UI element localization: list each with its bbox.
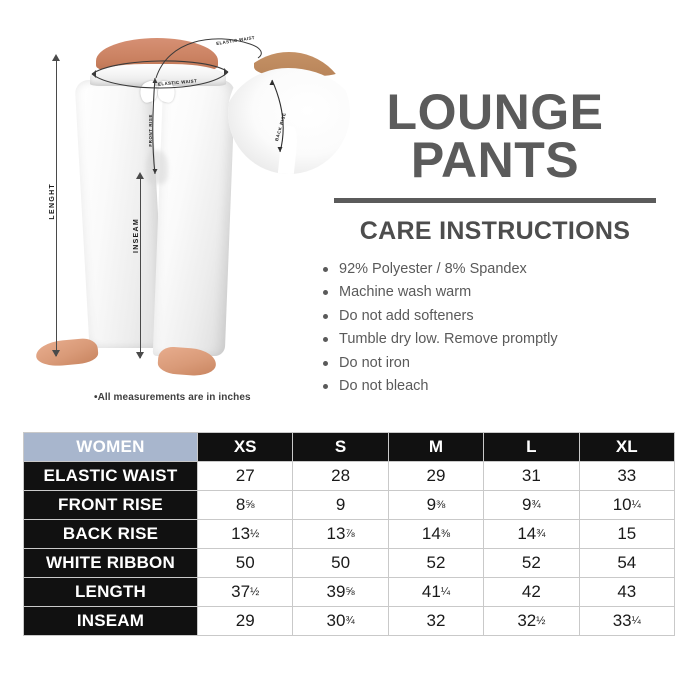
table-row: INSEAM 29 30¾ 32 32½ 33¼ [23, 606, 676, 636]
table-row: ELASTIC WAIST 27 28 29 31 33 [23, 461, 676, 491]
cell-value: 32½ [483, 606, 580, 636]
length-arrow-bottom [52, 350, 60, 357]
cell-value: 8⅝ [196, 490, 294, 520]
product-measurement-illustration: BACK RISE ELASTIC WAIST ELASTIC WAIST FR… [18, 18, 350, 403]
measurements-footnote: •All measurements are in inches [94, 392, 251, 403]
fraction-glyph: ⅜ [440, 528, 451, 540]
cell-value: 39⅝ [292, 577, 389, 607]
row-label-front-rise: FRONT RISE [23, 490, 198, 520]
cell-value: 9⅜ [387, 490, 485, 520]
table-header-size-xl: XL [578, 432, 676, 462]
cell-value: 54 [578, 548, 676, 578]
list-item: Machine wash warm [323, 281, 685, 304]
inseam-arrow-bottom [136, 352, 144, 359]
cell-value: 29 [196, 606, 294, 636]
cell-value: 32 [387, 606, 485, 636]
cell-value: 33 [578, 461, 676, 491]
cell-value: 33¼ [578, 606, 676, 636]
inseam-label: INSEAM [133, 218, 140, 254]
cell-value: 42 [483, 577, 580, 607]
product-info-column: LOUNGE PANTS CARE INSTRUCTIONS 92% Polye… [305, 84, 685, 399]
fraction-glyph: ¾ [345, 615, 355, 627]
fraction-glyph: ⅝ [345, 586, 355, 598]
cell-value: 29 [387, 461, 485, 491]
row-label-elastic-waist: ELASTIC WAIST [23, 461, 198, 491]
list-item: Tumble dry low. Remove promptly [323, 328, 685, 351]
cell-value: 37½ [196, 577, 294, 607]
table-row: LENGTH 37½ 39⅝ 41¼ 42 43 [23, 577, 676, 607]
cell-value: 50 [292, 548, 389, 578]
inseam-arrow-top [136, 172, 144, 179]
title-divider [334, 198, 656, 203]
table-header-size-xs: XS [196, 432, 294, 462]
fraction-glyph: ½ [250, 528, 260, 540]
cell-value: 31 [483, 461, 580, 491]
cell-value: 43 [578, 577, 676, 607]
cell-value: 28 [292, 461, 389, 491]
cell-value: 52 [387, 548, 485, 578]
table-header-row: WOMEN XS S M L XL [23, 432, 676, 462]
fraction-glyph: ½ [250, 586, 260, 598]
cell-value: 14⅜ [387, 519, 485, 549]
length-label: LENGHT [49, 183, 56, 220]
table-row: WHITE RIBBON 50 50 52 52 54 [23, 548, 676, 578]
list-item: Do not bleach [323, 375, 685, 398]
model-left-foot [35, 337, 99, 368]
table-header-size-m: M [387, 432, 485, 462]
page-title: LOUNGE PANTS [305, 84, 685, 188]
cell-value: 9 [292, 490, 389, 520]
top-section: BACK RISE ELASTIC WAIST ELASTIC WAIST FR… [0, 0, 700, 420]
cell-value: 13⅞ [292, 519, 389, 549]
fraction-glyph: ¼ [631, 615, 641, 627]
elastic-waist-top-label: ELASTIC WAIST [215, 34, 256, 47]
fraction-glyph: ¼ [631, 499, 641, 511]
back-rise-measure-line [269, 79, 284, 153]
row-label-length: LENGTH [23, 577, 198, 607]
fraction-glyph: ⅜ [436, 499, 446, 511]
cell-value: 50 [196, 548, 294, 578]
care-instructions-heading: CARE INSTRUCTIONS [359, 217, 631, 245]
length-measure-line [56, 60, 57, 356]
row-label-back-rise: BACK RISE [23, 519, 198, 549]
cell-value: 15 [578, 519, 676, 549]
cell-value: 30¾ [292, 606, 389, 636]
fraction-glyph: ½ [536, 615, 546, 627]
cell-value: 52 [483, 548, 580, 578]
table-header-size-s: S [292, 432, 389, 462]
row-label-white-ribbon: WHITE RIBBON [23, 548, 198, 578]
cell-value: 41¼ [387, 577, 485, 607]
table-row: FRONT RISE 8⅝ 9 9⅜ 9¾ 10¼ [23, 490, 676, 520]
list-item: 92% Polyester / 8% Spandex [323, 258, 685, 281]
cell-value: 9¾ [483, 490, 580, 520]
size-chart-table: WOMEN XS S M L XL ELASTIC WAIST 27 28 29… [23, 432, 676, 636]
cell-value: 13½ [196, 519, 294, 549]
fraction-glyph: ¼ [440, 586, 451, 598]
table-row: BACK RISE 13½ 13⅞ 14⅜ 14¾ 15 [23, 519, 676, 549]
front-rise-label: FRONT RISE [148, 114, 153, 147]
list-item: Do not iron [323, 352, 685, 375]
cell-value: 27 [196, 461, 294, 491]
cell-value: 14¾ [483, 519, 580, 549]
care-instructions-list: 92% Polyester / 8% Spandex Machine wash … [305, 258, 685, 399]
fraction-glyph: ⅝ [245, 499, 255, 511]
pants-crotch-shadow [146, 150, 168, 184]
table-header-women: WOMEN [23, 432, 198, 462]
table-header-size-l: L [483, 432, 580, 462]
back-view-inset: BACK RISE [228, 52, 350, 174]
length-arrow-top [52, 54, 60, 61]
row-label-inseam: INSEAM [23, 606, 198, 636]
list-item: Do not add softeners [323, 305, 685, 328]
fraction-glyph: ⅞ [345, 528, 355, 540]
title-line-1: LOUNGE [386, 84, 604, 140]
cell-value: 10¼ [578, 490, 676, 520]
inseam-measure-line [140, 178, 141, 358]
fraction-glyph: ¾ [531, 499, 541, 511]
pants-right-leg [152, 80, 236, 356]
title-line-2: PANTS [410, 132, 580, 188]
fraction-glyph: ¾ [536, 528, 546, 540]
